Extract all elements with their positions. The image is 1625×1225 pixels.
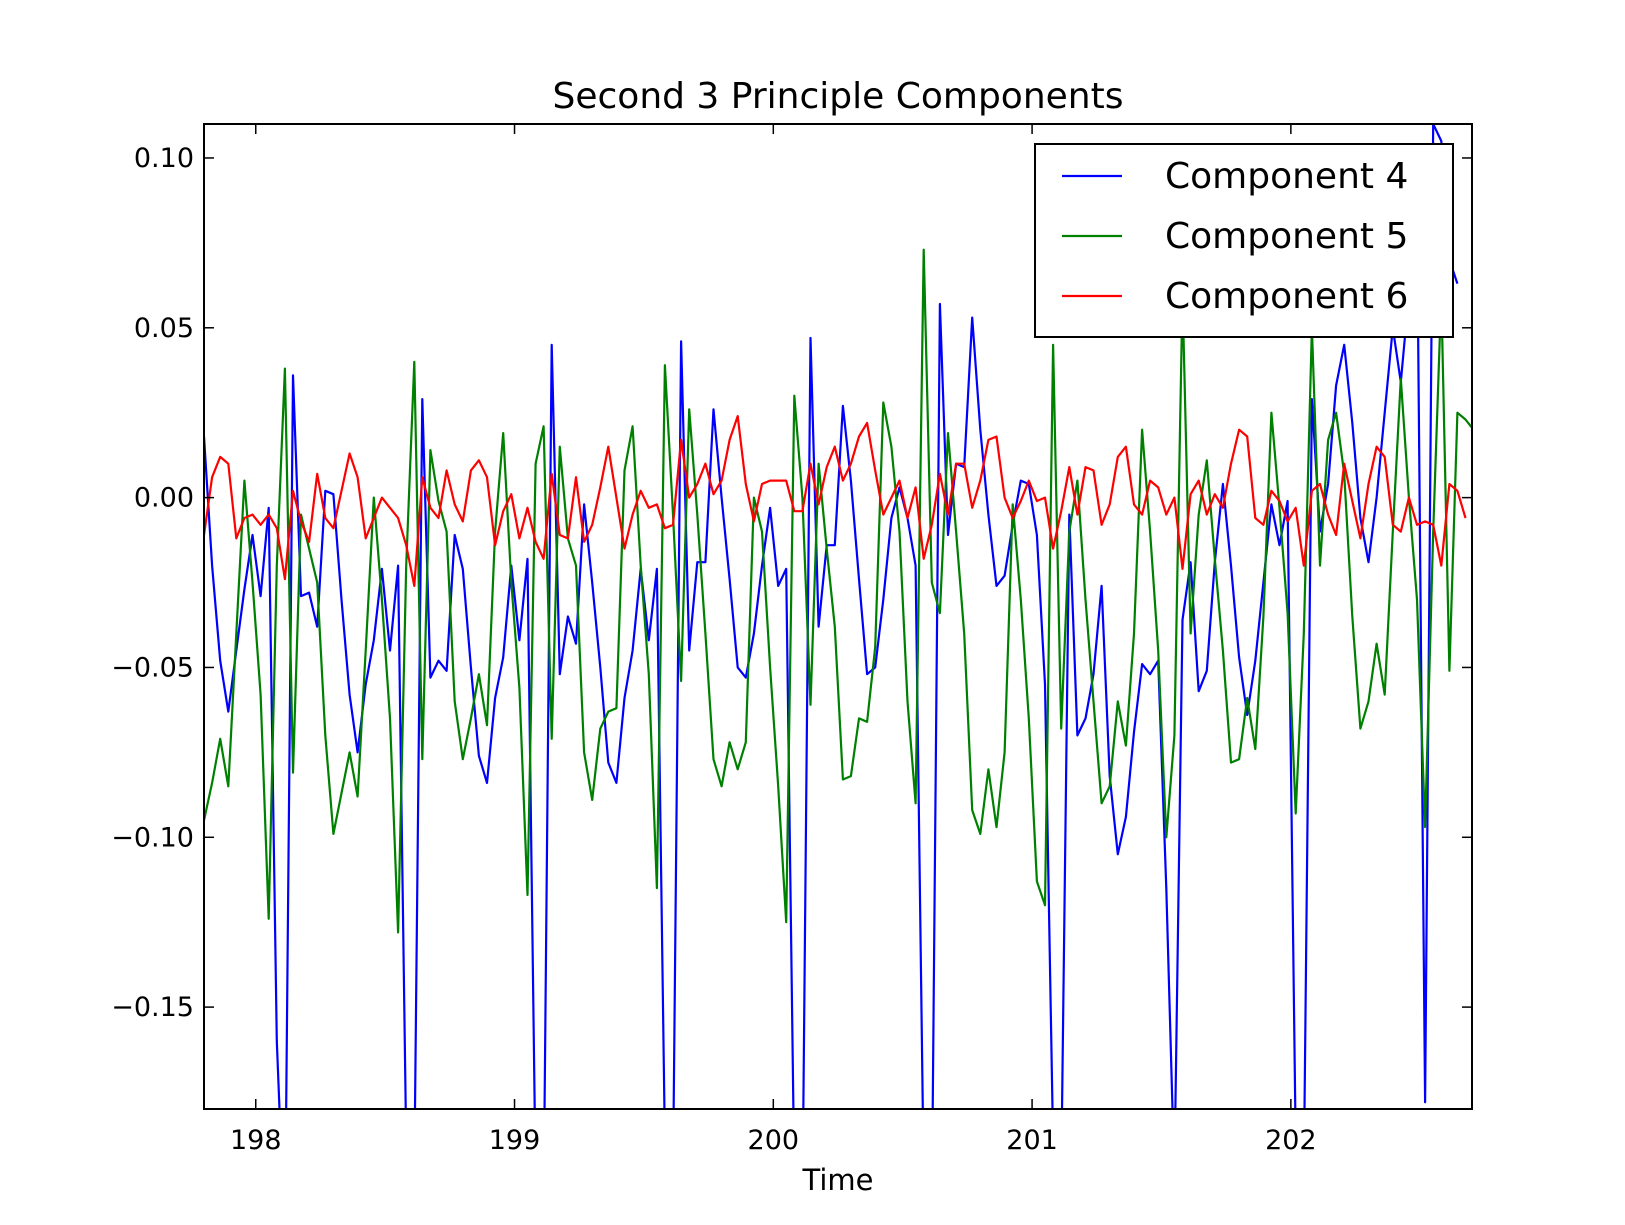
y-tick-label: 0.05 <box>134 313 194 344</box>
legend-label-5: Component 5 <box>1165 216 1408 257</box>
series-line-6 <box>204 415 1467 588</box>
x-tick-label: 198 <box>230 1125 282 1156</box>
x-axis: 198 199 200 201 202 <box>230 124 1317 1156</box>
chart-title: Second 3 Principle Components <box>553 76 1124 117</box>
y-tick-label: 0.10 <box>134 143 194 174</box>
y-tick-label: −0.05 <box>111 652 194 683</box>
y-tick-label: −0.15 <box>111 992 194 1023</box>
x-axis-title: Time <box>802 1163 874 1197</box>
legend: Component 4 Component 5 Component 6 <box>1034 143 1454 338</box>
y-axis: 0.10 0.05 0.00 −0.05 −0.10 −0.15 <box>111 143 1472 1023</box>
legend-label-6: Component 6 <box>1165 276 1408 317</box>
x-tick-label: 199 <box>489 1125 541 1156</box>
y-tick-label: 0.00 <box>134 483 194 514</box>
x-tick-label: 201 <box>1006 1125 1058 1156</box>
y-tick-label: −0.10 <box>111 822 194 853</box>
series-line-5 <box>204 248 1472 934</box>
x-tick-label: 202 <box>1265 1125 1317 1156</box>
series-layer <box>204 124 1472 1109</box>
plot-frame <box>203 123 1473 1110</box>
legend-label-4: Component 4 <box>1165 156 1408 197</box>
x-tick-label: 200 <box>748 1125 800 1156</box>
